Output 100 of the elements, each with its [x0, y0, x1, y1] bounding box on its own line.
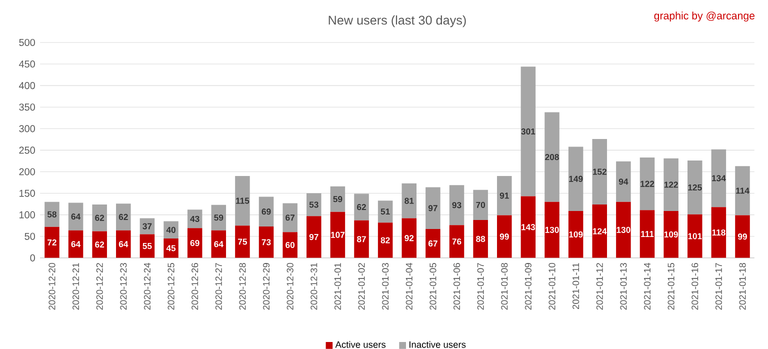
data-label: 53 [309, 202, 318, 208]
data-label: 69 [190, 240, 200, 246]
y-tick-label: 450 [18, 60, 35, 68]
bar [402, 183, 417, 218]
data-label: 62 [95, 242, 104, 248]
x-tick-label: 2021-01-03 [382, 263, 389, 310]
y-tick-label: 400 [18, 82, 35, 90]
x-tick-label: 2021-01-10 [548, 262, 556, 310]
data-label: 76 [452, 238, 462, 245]
data-label: 70 [476, 202, 486, 208]
x-tick-label: 2021-01-08 [501, 263, 508, 310]
x-tick-label: 2021-01-16 [692, 263, 698, 310]
x-tick-label: 2020-12-30 [286, 262, 294, 310]
data-label: 109 [664, 231, 678, 238]
bar [354, 220, 369, 258]
x-tick-label: 2020-12-24 [144, 262, 150, 310]
data-label: 62 [118, 214, 128, 220]
data-label: 94 [618, 178, 628, 185]
x-tick-label: 2021-01-13 [620, 263, 627, 310]
bar [616, 161, 631, 202]
data-label: 37 [142, 223, 152, 230]
bar [687, 160, 702, 214]
data-label: 43 [190, 216, 200, 222]
x-tick-label: 2021-01-09 [524, 263, 532, 310]
bar [616, 202, 631, 258]
bar [497, 176, 512, 216]
data-label: 92 [404, 235, 414, 242]
legend-label: Inactive users [409, 341, 466, 348]
data-label: 101 [688, 233, 702, 240]
bar [449, 185, 464, 226]
bar [520, 196, 536, 258]
bar [354, 194, 369, 220]
bar [449, 225, 464, 258]
bar [187, 228, 202, 258]
data-label: 67 [428, 240, 438, 247]
data-label: 82 [380, 237, 390, 244]
bar [68, 230, 84, 258]
bar [687, 214, 702, 258]
bar [164, 238, 178, 258]
data-label: 125 [688, 184, 702, 191]
x-tick-label: 2021-01-12 [596, 263, 603, 310]
x-tick-label: 2020-12-23 [120, 263, 127, 310]
x-tick-label: 2021-01-01 [334, 263, 341, 310]
bar [378, 200, 393, 223]
data-label: 130 [545, 226, 559, 233]
x-tick-label: 2020-12-20 [48, 262, 56, 310]
bar [330, 186, 346, 212]
x-tick-label: 2020-12-29 [262, 263, 270, 310]
data-label: 124 [592, 228, 607, 234]
bar [711, 149, 726, 208]
bar [711, 207, 726, 258]
y-tick-label: 500 [19, 38, 35, 46]
data-label: 75 [238, 238, 248, 245]
x-tick-label: 2020-12-27 [215, 263, 222, 310]
legend-label: Active users [335, 341, 386, 348]
x-tick-label: 2020-12-26 [192, 263, 198, 310]
bar [402, 218, 417, 258]
bar [568, 210, 584, 258]
y-tick-label: 250 [19, 146, 35, 154]
data-label: 40 [166, 226, 176, 233]
data-label: 59 [214, 214, 224, 221]
data-label: 64 [71, 241, 81, 248]
x-tick-label: 2020-12-31 [310, 263, 318, 310]
data-label: 64 [118, 241, 128, 248]
data-label: 55 [142, 243, 152, 250]
data-label: 115 [236, 198, 250, 204]
x-tick-label: 2021-01-04 [406, 262, 412, 310]
y-tick-label: 100 [19, 211, 35, 218]
data-label: 301 [521, 128, 536, 135]
x-tick-label: 2020-12-25 [168, 263, 174, 310]
bar [235, 176, 250, 226]
data-label: 59 [333, 196, 342, 202]
data-label: 45 [166, 245, 176, 252]
data-label: 114 [736, 188, 750, 194]
chart-title: New users (last 30 days) [328, 15, 466, 28]
bar [640, 158, 655, 210]
y-tick-label: 50 [24, 232, 35, 240]
y-tick-label: 350 [19, 104, 35, 111]
bar [44, 226, 60, 258]
y-tick-label: 150 [19, 190, 35, 197]
bar [426, 187, 440, 230]
x-tick-label: 2021-01-02 [358, 263, 365, 310]
data-label: 51 [380, 208, 390, 215]
bar [520, 66, 536, 196]
x-tick-label: 2021-01-18 [739, 263, 746, 310]
data-label: 62 [95, 214, 104, 221]
data-label: 118 [712, 229, 726, 236]
data-label: 93 [452, 202, 462, 208]
bar [306, 193, 322, 216]
bar [735, 215, 750, 258]
x-tick-label: 2020-12-21 [72, 263, 80, 310]
y-tick-label: 0 [30, 254, 35, 262]
data-label: 97 [309, 234, 318, 240]
data-label: 122 [664, 182, 678, 188]
data-label: 149 [569, 176, 583, 182]
bar [92, 231, 107, 258]
data-label: 64 [214, 241, 224, 248]
bar [235, 226, 250, 258]
data-label: 111 [641, 231, 654, 237]
data-label: 73 [262, 239, 271, 246]
